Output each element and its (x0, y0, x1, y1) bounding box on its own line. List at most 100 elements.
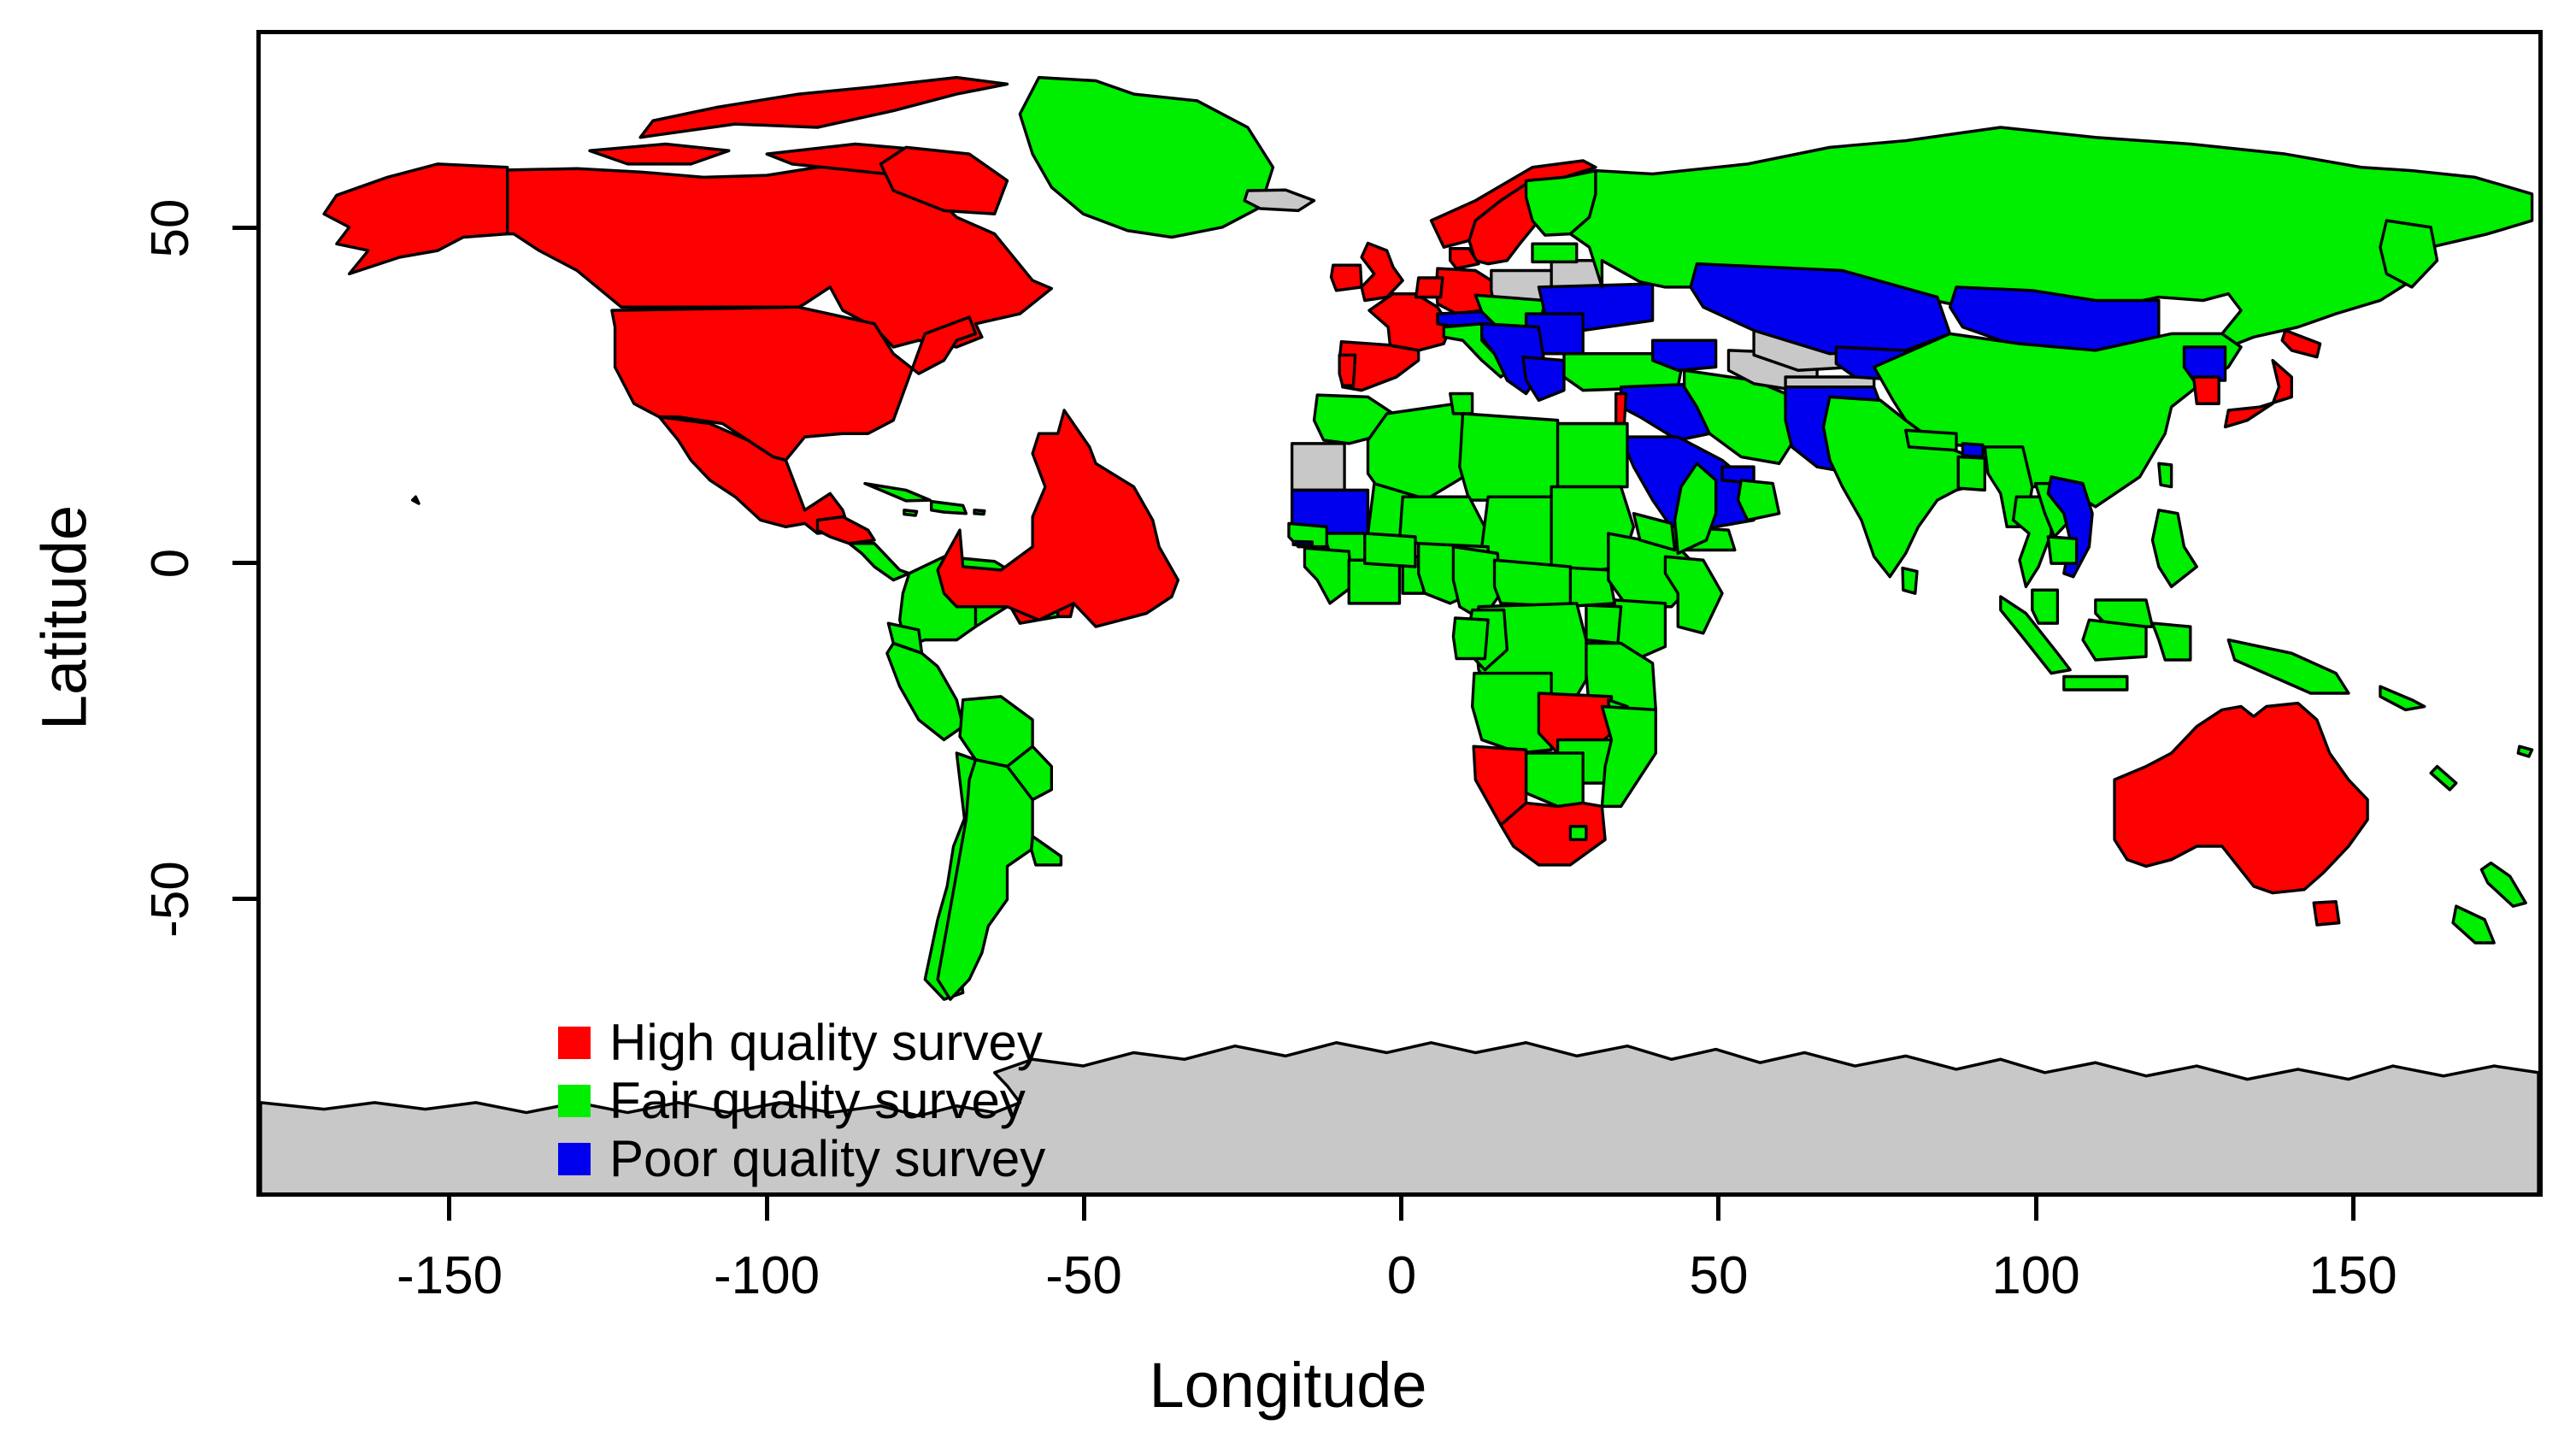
region-russia (1568, 126, 2534, 349)
region-tasmania (2312, 899, 2341, 927)
y-tick-label--50: -50 (141, 861, 200, 938)
region-oman (1736, 479, 1781, 522)
legend-label-high-quality: High quality survey (609, 1014, 1043, 1071)
region-cambodia (2046, 535, 2079, 565)
region-baltic (1531, 242, 1579, 264)
region-lesotho (1568, 824, 1588, 842)
region-guinea-sierraleone-liberia (1303, 546, 1354, 605)
region-burkina-faso (1363, 532, 1417, 568)
region-united-kingdom (1360, 241, 1404, 303)
y-tick-label-0: 0 (141, 548, 200, 579)
region-libya (1458, 412, 1560, 502)
region-jamaica (903, 509, 919, 517)
x-tick-label--100: -100 (713, 1246, 820, 1305)
region-uruguay (1029, 834, 1063, 867)
region-western-sahara (1290, 442, 1346, 492)
region-cuba (863, 481, 932, 503)
region-taiwan (2157, 462, 2173, 489)
region-somalia (1663, 555, 1724, 635)
legend-swatch-fair-quality (558, 1085, 591, 1117)
region-greece (1521, 355, 1566, 403)
y-tick-label-50: 50 (141, 198, 200, 258)
x-tick-label--50: -50 (1045, 1246, 1122, 1305)
legend-label-poor-quality: Poor quality survey (609, 1130, 1046, 1187)
x-tick-mark-150 (2351, 1197, 2355, 1221)
region-brazil (936, 409, 1180, 628)
region-guatemala-honduras (815, 515, 876, 545)
region-new-zealand (2451, 861, 2527, 945)
y-axis-title: Latitude (28, 504, 100, 731)
region-australia (2113, 701, 2369, 895)
map-plot-frame: High quality survey Fair quality survey … (256, 30, 2543, 1197)
region-iceland (1243, 188, 1316, 213)
region-eritrea-djibouti (1632, 511, 1677, 552)
region-canada-arctic-3 (588, 142, 731, 166)
region-gambia-strip (1291, 539, 1314, 547)
x-tick-mark-0 (1399, 1197, 1403, 1221)
region-puerto-rico (973, 509, 986, 516)
region-solomon-islands (2379, 685, 2426, 712)
region-papua (2226, 638, 2350, 695)
region-tunisia (1449, 391, 1474, 415)
region-argentina (936, 758, 1034, 1001)
region-georgia-armenia-azerbaijan (1650, 338, 1718, 373)
region-nicaragua-costarica-panama (847, 541, 911, 582)
region-new-caledonia (2429, 764, 2458, 792)
x-tick-label-0: 0 (1386, 1246, 1417, 1305)
x-tick-mark--50 (1082, 1197, 1086, 1221)
region-kamchatka (2379, 219, 2439, 289)
x-tick-mark-100 (2034, 1197, 2038, 1221)
region-antarctica (261, 1041, 2538, 1192)
region-bangladesh (1956, 455, 1986, 492)
x-tick-label--150: -150 (396, 1246, 503, 1305)
region-nepal (1904, 428, 1958, 452)
region-greenland (1018, 75, 1275, 239)
region-netherlands-belgium (1414, 276, 1444, 299)
region-alaska (322, 162, 509, 276)
x-tick-mark--100 (765, 1197, 769, 1221)
x-tick-mark--150 (447, 1197, 451, 1221)
region-north-korea (2182, 345, 2227, 382)
region-indonesia-sumatra (1999, 595, 2072, 675)
x-tick-mark-50 (1716, 1197, 1720, 1221)
x-tick-label-150: 150 (2308, 1246, 2397, 1305)
region-south-africa (1499, 801, 1607, 867)
region-philippines (2150, 509, 2198, 589)
x-tick-label-100: 100 (1991, 1246, 2080, 1305)
region-indonesia-sulawesi (2150, 621, 2192, 662)
region-south-korea (2191, 375, 2220, 405)
x-tick-label-50: 50 (1689, 1246, 1749, 1305)
world-map (261, 75, 2538, 1192)
region-denmark (1449, 247, 1480, 270)
region-gabon (1451, 616, 1490, 661)
region-baffin-island (879, 145, 1009, 216)
region-madagascar (1673, 462, 1718, 556)
region-hawaii (411, 495, 421, 505)
region-vietnam (2046, 475, 2094, 579)
legend-item-fair: Fair quality survey (558, 1072, 1045, 1130)
legend-swatch-poor-quality (558, 1143, 591, 1175)
region-uganda (1585, 603, 1623, 645)
legend-label-fair-quality: Fair quality survey (609, 1072, 1026, 1129)
region-indonesia-kalimantan (2081, 618, 2148, 662)
region-peru (885, 641, 965, 742)
legend-swatch-high-quality (558, 1027, 591, 1059)
legend-item-high: High quality survey (558, 1014, 1045, 1072)
region-portugal (1338, 353, 1357, 387)
region-mozambique (1600, 704, 1657, 809)
legend-item-poor: Poor quality survey (558, 1130, 1045, 1188)
region-egypt (1556, 421, 1629, 489)
region-hispaniola (930, 499, 968, 515)
region-botswana (1524, 751, 1585, 809)
region-sri-lanka (1901, 566, 1919, 595)
y-tick-mark-50 (232, 226, 256, 230)
region-japan (2223, 328, 2322, 429)
y-tick-mark-0 (232, 561, 256, 565)
map-legend: High quality survey Fair quality survey … (558, 1014, 1045, 1188)
region-indonesia-java (2062, 674, 2129, 692)
x-axis-title: Longitude (1149, 1350, 1427, 1421)
region-car (1492, 558, 1573, 609)
region-canada-arctic-1 (638, 75, 1009, 139)
region-ireland (1329, 263, 1363, 292)
y-tick-mark--50 (232, 897, 256, 901)
